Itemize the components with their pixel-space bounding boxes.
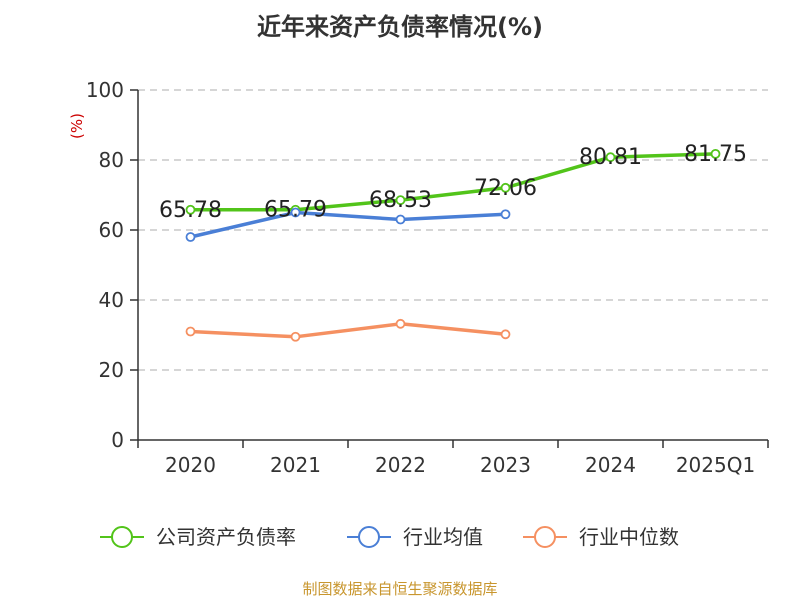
data-label: 81.75 bbox=[684, 142, 747, 167]
legend-label: 行业均值 bbox=[403, 525, 483, 549]
legend-item-3: 行业中位数 bbox=[523, 525, 679, 549]
series-layer bbox=[185, 148, 721, 342]
y-tick-label: 80 bbox=[99, 148, 124, 172]
series-line-1 bbox=[188, 152, 718, 212]
data-label: 80.81 bbox=[579, 145, 642, 170]
legend-marker bbox=[534, 526, 556, 548]
data-label: 72.06 bbox=[474, 176, 537, 201]
chart-title: 近年来资产负债率情况(%) bbox=[257, 13, 543, 41]
data-point bbox=[710, 148, 721, 159]
data-labels: 65.78 65.79 68.53 72.06 80.81 81.75 bbox=[159, 142, 747, 223]
x-tick-label: 2020 bbox=[165, 453, 216, 477]
series-line-3 bbox=[188, 322, 508, 339]
data-point bbox=[500, 329, 511, 340]
y-axis-unit: (%) bbox=[68, 113, 86, 139]
y-tick-label: 40 bbox=[99, 288, 124, 312]
data-point bbox=[290, 207, 301, 218]
x-tick-label: 2025Q1 bbox=[676, 453, 755, 477]
data-point bbox=[500, 209, 511, 220]
data-point bbox=[605, 152, 616, 163]
legend-item-2: 行业均值 bbox=[347, 525, 483, 549]
data-point bbox=[395, 318, 406, 329]
gridlines bbox=[138, 89, 768, 371]
x-tick-label: 2023 bbox=[480, 453, 531, 477]
legend-label: 公司资产负债率 bbox=[156, 525, 296, 549]
y-tick-label: 60 bbox=[99, 218, 124, 242]
axes: 0 20 40 60 80 100 2020 2021 2022 2023 2024 2025Q1 bbox=[86, 78, 769, 477]
legend-item-1: 公司资产负债率 bbox=[100, 525, 296, 549]
x-tick-label: 2024 bbox=[585, 453, 636, 477]
data-label: 68.53 bbox=[369, 188, 432, 213]
data-label: 65.79 bbox=[264, 198, 327, 223]
data-label: 65.78 bbox=[159, 198, 222, 223]
data-point bbox=[290, 331, 301, 342]
y-tick-label: 100 bbox=[86, 78, 124, 102]
legend: 公司资产负债率 行业均值 行业中位数 bbox=[100, 525, 679, 549]
x-tick-label: 2021 bbox=[270, 453, 321, 477]
legend-label: 行业中位数 bbox=[579, 525, 679, 549]
y-tick-label: 0 bbox=[111, 428, 124, 452]
data-point bbox=[395, 195, 406, 206]
legend-marker bbox=[111, 526, 133, 548]
x-tick-label: 2022 bbox=[375, 453, 426, 477]
y-tick-label: 20 bbox=[99, 358, 124, 382]
data-point bbox=[185, 232, 196, 242]
data-point bbox=[395, 214, 406, 225]
data-point bbox=[500, 182, 511, 193]
legend-marker bbox=[358, 526, 380, 548]
data-source-note: 制图数据来自恒生聚源数据库 bbox=[302, 580, 497, 598]
series-line-2 bbox=[188, 210, 508, 239]
data-point bbox=[185, 326, 196, 337]
data-point bbox=[185, 204, 196, 215]
